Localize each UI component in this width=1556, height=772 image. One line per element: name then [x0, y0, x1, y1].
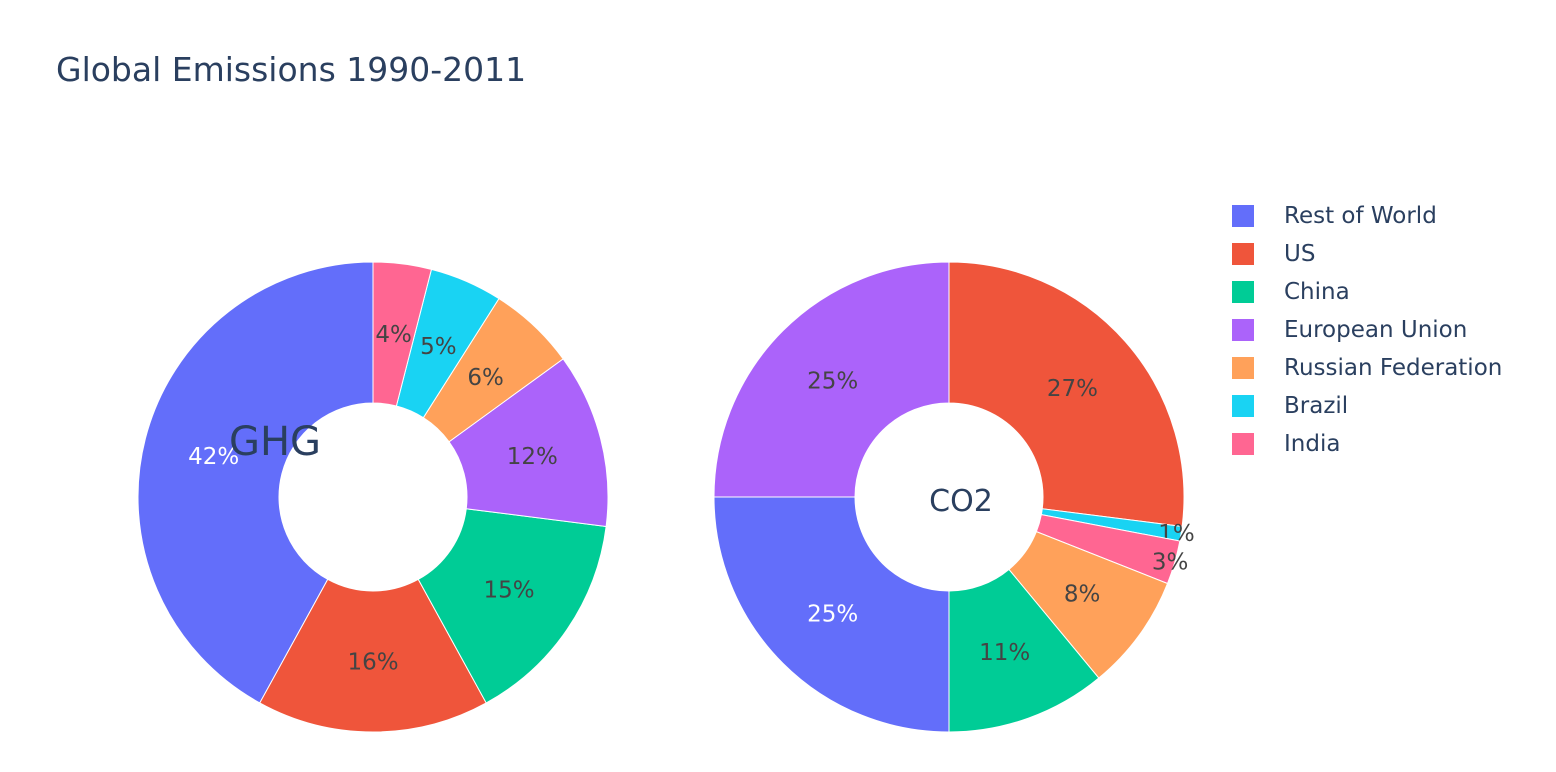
co2-label-us: 27% [1047, 376, 1098, 402]
ghg-label-russian-federation: 6% [467, 365, 504, 391]
legend-item-european-union[interactable]: European Union [1232, 311, 1502, 349]
ghg-label-brazil: 5% [420, 334, 457, 360]
chart-title: Global Emissions 1990-2011 [56, 50, 527, 89]
ghg-label-rest-of-world: 42% [188, 444, 239, 470]
co2-slice-us[interactable] [948, 261, 1185, 528]
co2-label-rest-of-world: 25% [807, 601, 858, 627]
legend-swatch-china [1232, 281, 1254, 303]
legend-item-us[interactable]: US [1232, 235, 1502, 273]
ghg-label-european-union: 12% [507, 444, 558, 470]
co2-label-india: 3% [1152, 549, 1189, 575]
co2-slice-european-union[interactable] [713, 261, 950, 498]
co2-slice-rest-of-world[interactable] [713, 496, 950, 733]
ghg-label-china: 15% [483, 577, 534, 603]
co2-label-russian-federation: 8% [1064, 582, 1101, 608]
ghg-label-india: 4% [375, 322, 412, 348]
ghg-slice-us[interactable] [259, 578, 487, 733]
pie-co2: 27%1%3%8%11%25%25%CO2 [713, 261, 1195, 733]
co2-label-european-union: 25% [807, 369, 858, 395]
legend-label-european-union: European Union [1284, 317, 1468, 343]
ghg-label-us: 16% [347, 650, 398, 676]
legend-label-brazil: Brazil [1284, 393, 1349, 419]
legend-label-india: India [1284, 431, 1341, 457]
legend-label-china: China [1284, 279, 1350, 305]
legend-swatch-india [1232, 433, 1254, 455]
co2-hole-label: CO2 [929, 484, 993, 519]
ghg-slice-india[interactable] [372, 261, 433, 407]
legend-swatch-us [1232, 243, 1254, 265]
legend-swatch-brazil [1232, 395, 1254, 417]
pie-ghg: 42% 16% 15% 12% 6% 5% 4% GHG [137, 261, 609, 733]
legend-label-russian-federation: Russian Federation [1284, 355, 1503, 381]
co2-label-china: 11% [979, 640, 1030, 666]
legend: Rest of World US China European Union Russia… [1232, 197, 1502, 463]
legend-label-us: US [1284, 241, 1316, 267]
legend-swatch-russian-federation [1232, 357, 1254, 379]
legend-item-india[interactable]: India [1232, 425, 1502, 463]
legend-label-rest-of-world: Rest of World [1284, 203, 1437, 229]
legend-item-rest-of-world[interactable]: Rest of World [1232, 197, 1502, 235]
legend-item-china[interactable]: China [1232, 273, 1502, 311]
legend-item-russian-federation[interactable]: Russian Federation [1232, 349, 1502, 387]
ghg-hole-label: GHG [229, 419, 321, 465]
ghg-slice-china[interactable] [417, 508, 607, 704]
legend-swatch-european-union [1232, 319, 1254, 341]
legend-item-brazil[interactable]: Brazil [1232, 387, 1502, 425]
legend-swatch-rest-of-world [1232, 205, 1254, 227]
ghg-slice-rest-of-world[interactable] [137, 261, 374, 704]
ghg-slice-european-union[interactable] [448, 358, 609, 528]
